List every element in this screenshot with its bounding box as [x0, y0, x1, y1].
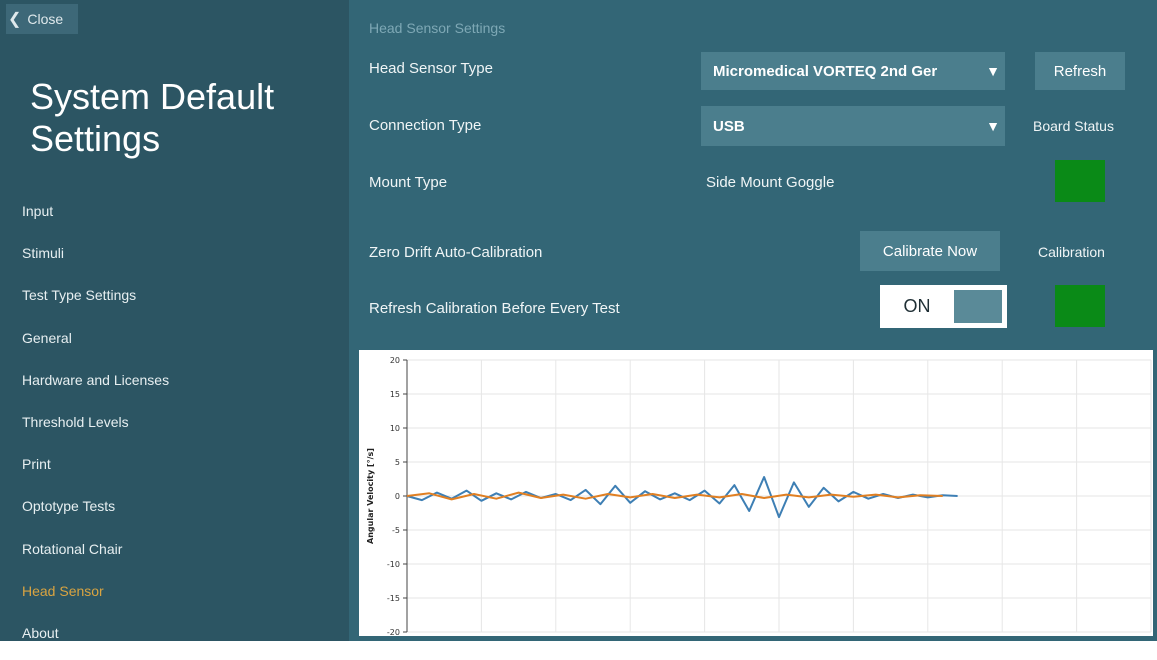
sidebar-item-general[interactable]: General	[22, 329, 72, 346]
calibration-label: Calibration	[1038, 244, 1105, 260]
chart-y-tick-label: 10	[390, 424, 400, 433]
chevron-left-icon: ❮	[8, 11, 22, 28]
connection-type-dropdown[interactable]: USB ▼	[701, 106, 1005, 146]
angular-velocity-chart: 20 15 10 5 0 -5 -10 -15 -20 Angular Velocity [°/s…	[359, 350, 1153, 636]
chart-series-line-2	[406, 491, 943, 501]
chart-y-tick-label: -10	[387, 560, 400, 569]
chart-y-tick-label: -20	[387, 628, 400, 636]
chart-y-axis-label: Angular Velocity [°/s]	[366, 448, 375, 544]
chart-y-tick-label: 15	[390, 390, 400, 399]
sidebar-item-hardware-and-licenses[interactable]: Hardware and Licenses	[22, 371, 170, 388]
close-label: Close	[27, 11, 64, 27]
sidebar-item-rotational-chair[interactable]: Rotational Chair	[22, 540, 123, 557]
chart-y-tick-label: -5	[392, 526, 400, 535]
toggle-knob[interactable]	[954, 290, 1002, 323]
sidebar-item-head-sensor[interactable]: Head Sensor	[22, 582, 104, 599]
section-title: Head Sensor Settings	[369, 20, 506, 36]
close-button[interactable]: ❮ Close	[6, 4, 78, 34]
zero-drift-label: Zero Drift Auto-Calibration	[369, 244, 543, 261]
toggle-state-label: ON	[903, 296, 931, 316]
refresh-calibration-toggle[interactable]: ON	[880, 285, 1007, 328]
sidebar-item-test-type-settings[interactable]: Test Type Settings	[22, 287, 137, 304]
head-sensor-type-value: Micromedical VORTEQ 2nd Ger	[713, 62, 938, 80]
sidebar-item-print[interactable]: Print	[22, 456, 51, 473]
connection-type-label: Connection Type	[369, 117, 482, 134]
sidebar-item-stimuli[interactable]: Stimuli	[22, 245, 65, 262]
calibration-status-indicator	[1055, 285, 1105, 327]
sidebar-nav: Input Stimuli Test Type Settings General…	[22, 196, 169, 660]
sidebar-item-threshold-levels[interactable]: Threshold Levels	[22, 413, 129, 430]
chart-y-tick-label: 5	[395, 458, 400, 467]
sidebar-item-about[interactable]: About	[22, 624, 59, 641]
caret-down-icon: ▼	[986, 118, 1000, 134]
sidebar-item-input[interactable]: Input	[22, 203, 54, 219]
chart-y-tick-label: 0	[395, 492, 400, 501]
calibrate-now-button[interactable]: Calibrate Now	[860, 231, 1000, 271]
caret-down-icon: ▼	[986, 63, 1000, 79]
page-title: System Default Settings	[30, 76, 275, 159]
refresh-calibration-label: Refresh Calibration Before Every Test	[369, 300, 620, 317]
connection-type-value: USB	[713, 117, 745, 135]
chart-y-tick-label: 20	[390, 356, 400, 365]
head-sensor-type-dropdown[interactable]: Micromedical VORTEQ 2nd Ger ▼	[701, 52, 1005, 90]
sidebar: ❮ Close System Default Settings Input St…	[0, 0, 349, 641]
board-status-label: Board Status	[1033, 118, 1114, 134]
refresh-button[interactable]: Refresh	[1035, 52, 1125, 90]
board-status-indicator	[1055, 160, 1105, 202]
head-sensor-type-label: Head Sensor Type	[369, 60, 493, 77]
chart-y-tick-label: -15	[387, 594, 400, 603]
mount-type-label: Mount Type	[369, 174, 448, 191]
sidebar-item-optotype-tests[interactable]: Optotype Tests	[22, 498, 116, 515]
mount-type-value: Side Mount Goggle	[706, 174, 835, 191]
main-panel: Head Sensor Settings Head Sensor Type Mi…	[349, 0, 1157, 641]
chart-svg: 20 15 10 5 0 -5 -10 -15 -20 Angular Velocity [°/s…	[366, 356, 1152, 636]
